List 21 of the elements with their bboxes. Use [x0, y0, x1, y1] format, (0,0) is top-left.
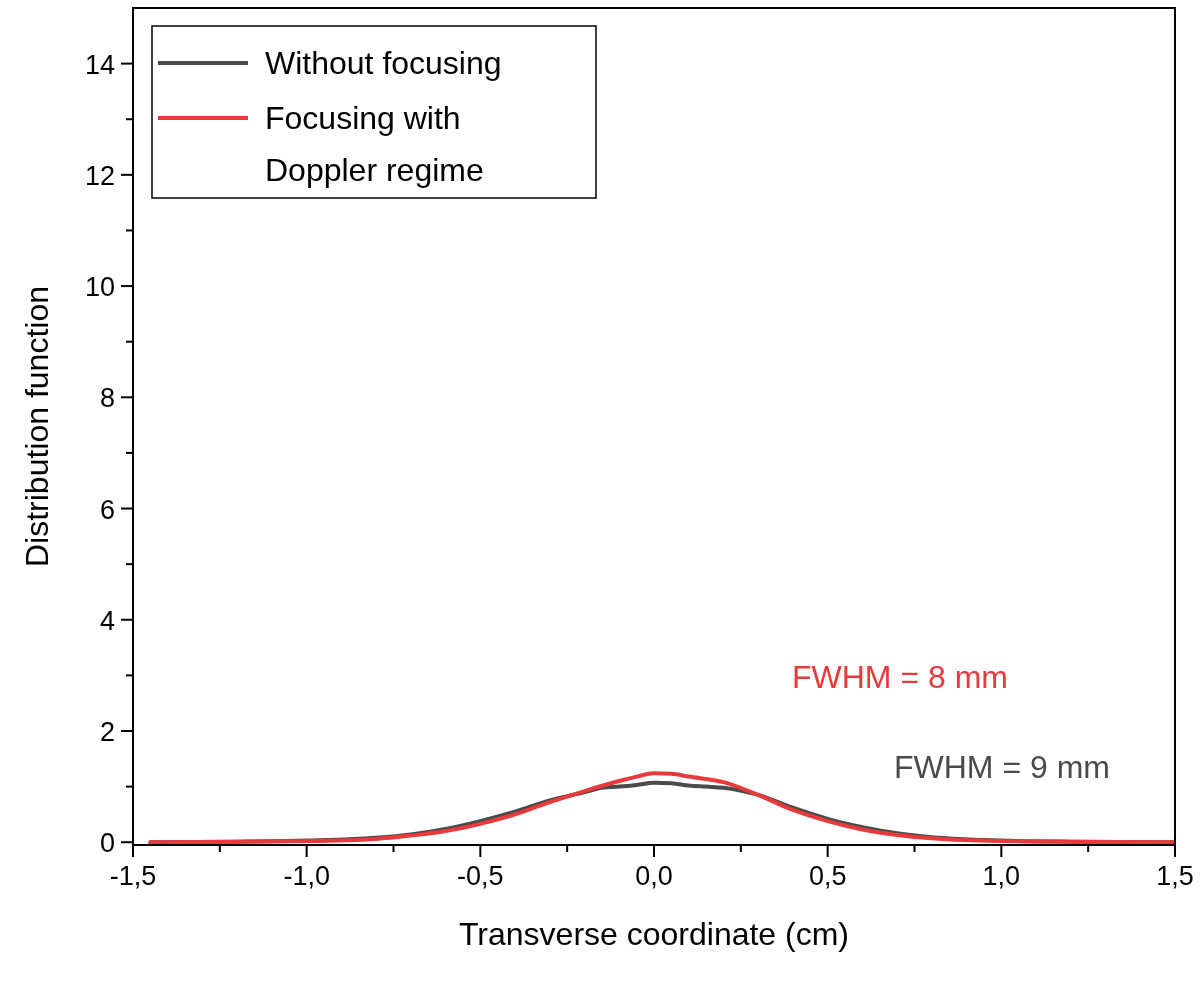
legend-label: Focusing with Doppler regime — [265, 100, 484, 188]
x-axis-title: Transverse coordinate (cm) — [458, 916, 850, 952]
annotation: FWHM = 9 mm — [894, 749, 1110, 785]
y-tick-label: 6 — [99, 494, 115, 525]
x-tick-label: -0,5 — [457, 861, 504, 891]
y-axis-title: Distribution function — [19, 285, 55, 568]
annotation: FWHM = 8 mm — [792, 659, 1008, 695]
x-tick-label: 0,0 — [635, 861, 673, 891]
legend-label: Without focusing — [265, 45, 502, 81]
y-tick-label: 14 — [84, 49, 115, 80]
y-tick-label: 2 — [99, 716, 115, 747]
y-tick-label: 10 — [84, 272, 115, 303]
x-tick-label: 1,5 — [1156, 861, 1194, 891]
y-tick-label: 8 — [99, 383, 115, 414]
x-tick-label: 0,5 — [808, 861, 847, 891]
y-tick-label: 4 — [99, 605, 115, 636]
y-tick-label: 0 — [99, 828, 115, 859]
x-tick-label: -1,5 — [109, 861, 157, 891]
x-tick-label: 1,0 — [982, 861, 1021, 891]
y-tick-label: 12 — [84, 160, 115, 191]
x-tick-label: -1,0 — [283, 861, 330, 891]
